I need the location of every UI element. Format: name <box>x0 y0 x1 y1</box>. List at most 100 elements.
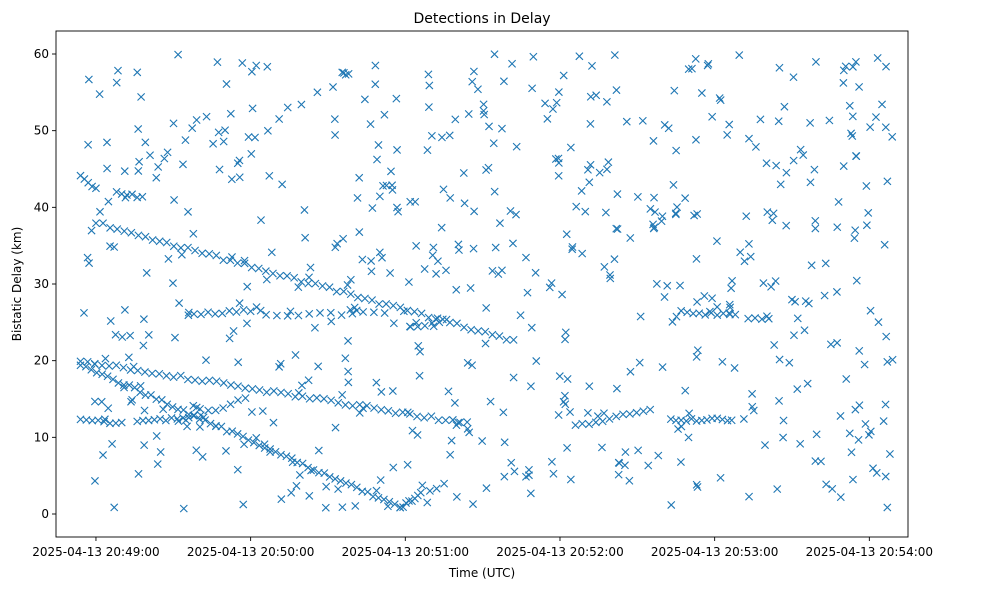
data-point-730 <box>213 58 222 67</box>
data-point-86 <box>262 388 271 397</box>
data-point-72 <box>162 371 171 380</box>
x-axis: 2025-04-13 20:49:00 2025-04-13 20:50:00 20… <box>32 537 933 559</box>
data-point-136 <box>190 411 199 420</box>
data-point-610 <box>450 398 459 407</box>
data-point-414 <box>424 103 433 112</box>
data-point-39 <box>368 296 377 305</box>
data-point-711 <box>202 112 211 121</box>
data-point-208 <box>226 400 235 409</box>
x-tick-label-2: 2025-04-13 20:51:00 <box>342 545 469 559</box>
data-point-316 <box>744 134 753 143</box>
y-tick-label-3: 30 <box>34 277 49 291</box>
data-point-228 <box>348 309 357 318</box>
data-point-758 <box>469 244 478 253</box>
data-point-507 <box>96 207 104 216</box>
data-point-652 <box>759 279 768 288</box>
data-point-264 <box>689 309 698 318</box>
data-point-731 <box>791 297 800 306</box>
data-point-774 <box>84 140 93 149</box>
data-point-203 <box>189 411 198 420</box>
data-point-240 <box>585 420 594 429</box>
data-point-348 <box>344 69 353 78</box>
data-point-796 <box>386 167 395 176</box>
data-point-478 <box>605 270 614 279</box>
data-point-823 <box>459 168 468 177</box>
data-point-407 <box>344 336 353 345</box>
data-point-357 <box>554 171 563 180</box>
y-tick-label-4: 40 <box>34 200 49 214</box>
data-point-780 <box>572 202 581 211</box>
data-point-104 <box>391 409 400 418</box>
data-point-361 <box>424 70 433 79</box>
data-point-834 <box>239 500 248 509</box>
data-point-55 <box>481 327 490 336</box>
data-point-697 <box>378 253 386 262</box>
data-point-464 <box>562 230 571 239</box>
x-axis-label: Time (UTC) <box>448 566 515 580</box>
data-point-786 <box>561 328 570 337</box>
data-point-531 <box>658 363 667 372</box>
data-point-692 <box>522 472 530 481</box>
data-point-736 <box>169 119 178 128</box>
data-point-687 <box>247 67 256 76</box>
data-point-782 <box>140 406 149 415</box>
data-point-802 <box>882 332 891 341</box>
data-point-214 <box>211 309 220 318</box>
data-point-92 <box>305 394 314 403</box>
data-point-411 <box>602 97 611 106</box>
data-point-435 <box>775 63 784 72</box>
data-point-457 <box>482 484 491 493</box>
data-point-428 <box>286 307 295 316</box>
data-point-555 <box>681 194 690 203</box>
data-point-504 <box>775 355 784 364</box>
data-point-329 <box>554 411 563 419</box>
data-point-294 <box>433 314 442 323</box>
data-point-459 <box>469 67 478 76</box>
data-point-525 <box>612 384 621 393</box>
data-point-234 <box>420 321 429 330</box>
data-point-491 <box>676 281 685 290</box>
data-point-490 <box>523 288 532 297</box>
data-point-631 <box>222 80 231 89</box>
data-point-552 <box>693 346 702 355</box>
data-point-586 <box>599 409 608 418</box>
data-point-489 <box>437 223 446 232</box>
data-point-18 <box>219 256 228 265</box>
data-point-809 <box>606 274 615 283</box>
data-point-496 <box>866 306 875 315</box>
data-point-800 <box>588 61 596 70</box>
data-point-213 <box>204 308 213 317</box>
data-point-667 <box>873 54 882 62</box>
data-point-763 <box>622 117 631 126</box>
data-point-102 <box>377 405 386 414</box>
data-point-513 <box>600 262 609 271</box>
data-point-245 <box>619 410 628 419</box>
data-point-410 <box>613 190 622 199</box>
data-point-420 <box>822 480 831 489</box>
data-point-662 <box>810 165 819 174</box>
data-point-766 <box>247 149 256 158</box>
data-point-801 <box>806 178 815 187</box>
data-point-655 <box>175 299 184 308</box>
data-point-166 <box>352 483 361 492</box>
data-point-265 <box>695 309 704 318</box>
data-point-850 <box>189 229 198 238</box>
data-point-858 <box>257 216 265 225</box>
data-point-659 <box>762 159 771 168</box>
data-point-875 <box>178 160 187 169</box>
data-point-611 <box>135 157 144 166</box>
data-point-848 <box>736 248 745 257</box>
data-point-625 <box>307 466 316 475</box>
data-point-636 <box>549 469 558 478</box>
data-point-598 <box>489 139 498 148</box>
data-point-16 <box>205 249 214 258</box>
data-point-601 <box>374 140 383 149</box>
data-point-886 <box>433 257 442 266</box>
data-point-701 <box>110 503 119 512</box>
data-point-337 <box>769 209 778 218</box>
y-tick-label-0: 0 <box>41 507 49 521</box>
data-point-862 <box>244 133 253 141</box>
data-point-831 <box>649 224 658 233</box>
y-tick-label-1: 10 <box>34 430 49 444</box>
data-point-347 <box>811 224 820 233</box>
